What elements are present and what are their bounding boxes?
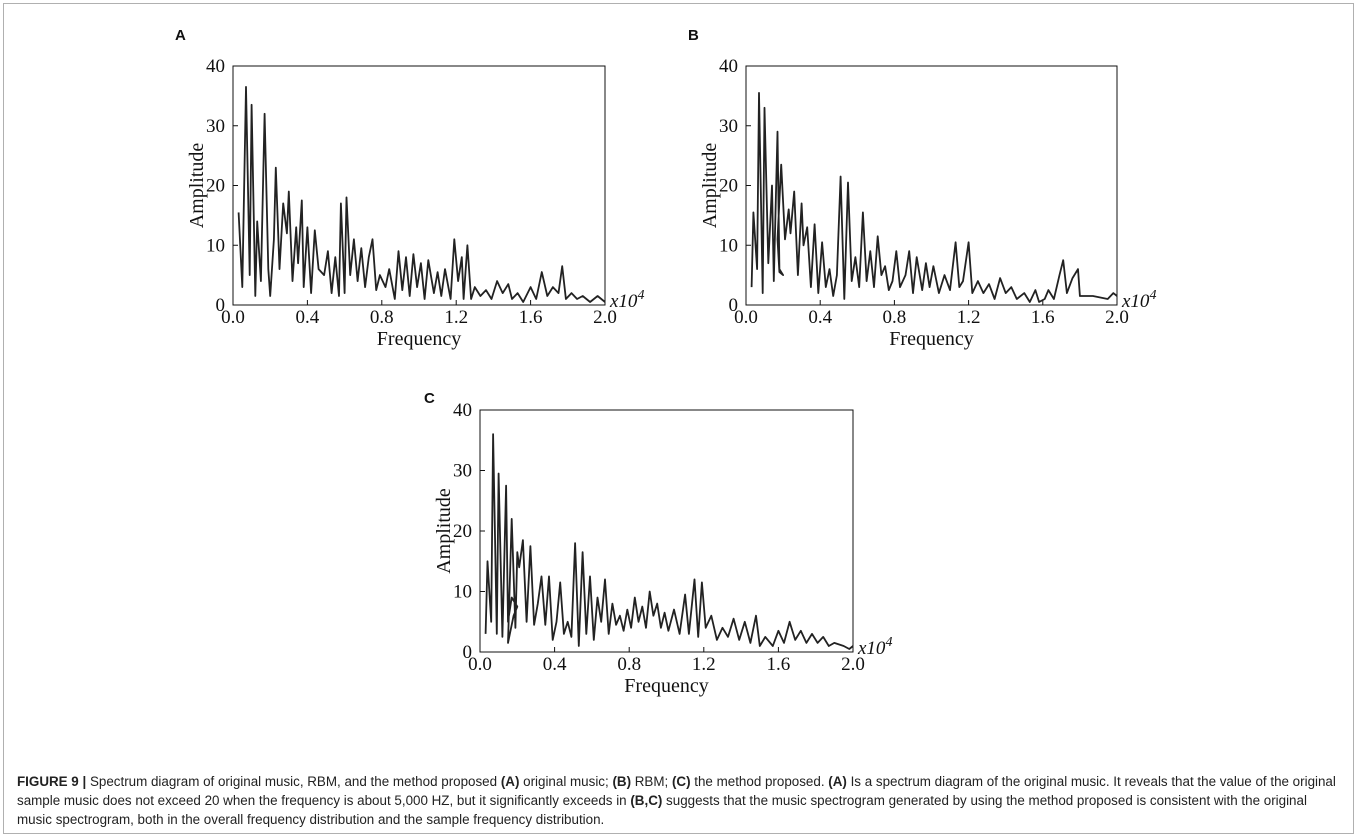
- caption-bold: (A): [500, 774, 520, 789]
- caption-text: the method proposed.: [690, 774, 829, 789]
- panel-label: C: [424, 390, 435, 407]
- caption-bold: (B,C): [630, 793, 663, 808]
- x-multiplier-exponent: 4: [637, 288, 644, 303]
- x-tick-label: 0.4: [296, 307, 320, 328]
- caption: FIGURE 9 | Spectrum diagram of original …: [17, 772, 1342, 829]
- x-multiplier: x104: [857, 635, 892, 659]
- x-multiplier-base: x10: [609, 291, 638, 312]
- spectrum-line: [484, 433, 854, 650]
- y-tick-label: 10: [206, 235, 225, 256]
- y-tick-label: 20: [719, 176, 738, 197]
- y-tick-label: 30: [453, 461, 472, 482]
- spectrum-line: [750, 92, 1118, 303]
- x-multiplier-exponent: 4: [885, 635, 892, 650]
- caption-bold: (B): [612, 774, 632, 789]
- panel-label: B: [688, 27, 699, 44]
- y-tick-label: 10: [453, 582, 472, 603]
- x-tick-label: 0.8: [617, 654, 641, 675]
- caption-text: suggests that the music spectrogram gene…: [17, 793, 1307, 827]
- x-tick-label: 0.0: [734, 307, 758, 328]
- x-tick-label: 0.8: [883, 307, 907, 328]
- y-tick-label: 20: [453, 521, 472, 542]
- spectrum-line: [237, 86, 606, 303]
- x-tick-label: 0.4: [808, 307, 832, 328]
- x-tick-label: 2.0: [841, 654, 865, 675]
- x-tick-label: 1.6: [519, 307, 543, 328]
- x-multiplier: x104: [609, 288, 644, 312]
- x-tick-label: 1.2: [692, 654, 716, 675]
- caption-text: Is a spectrum diagram of the original mu…: [17, 774, 1336, 808]
- caption-bold: FIGURE 9 |: [17, 774, 87, 789]
- plot-frame: [232, 65, 606, 306]
- caption-bold: (A): [828, 774, 847, 789]
- y-axis-label: Amplitude: [186, 143, 208, 229]
- caption-bold: (C): [671, 774, 691, 789]
- y-tick-label: 40: [453, 400, 472, 421]
- x-multiplier-base: x10: [857, 638, 886, 659]
- caption-text: Spectrum diagram of original music, RBM,…: [86, 774, 501, 789]
- x-tick-label: 2.0: [1105, 307, 1129, 328]
- y-axis-label: Amplitude: [433, 488, 455, 574]
- x-tick-label: 0.0: [221, 307, 245, 328]
- x-tick-label: 0.4: [543, 654, 567, 675]
- x-tick-label: 1.6: [1031, 307, 1055, 328]
- panel-label: A: [175, 27, 186, 44]
- y-tick-label: 20: [206, 176, 225, 197]
- y-tick-label: 0: [216, 295, 226, 316]
- x-tick-label: 1.2: [444, 307, 468, 328]
- x-tick-label: 1.6: [767, 654, 791, 675]
- x-axis-label: Frequency: [889, 328, 973, 350]
- y-tick-label: 10: [719, 235, 738, 256]
- caption-text: RBM;: [631, 774, 672, 789]
- y-tick-label: 40: [719, 56, 738, 77]
- x-tick-label: 0.0: [468, 654, 492, 675]
- x-axis-label: Frequency: [377, 328, 461, 350]
- y-tick-label: 0: [463, 642, 473, 663]
- x-multiplier-base: x10: [1121, 291, 1150, 312]
- x-tick-label: 0.8: [370, 307, 394, 328]
- x-multiplier-exponent: 4: [1149, 288, 1156, 303]
- figure-border: [3, 3, 1354, 834]
- x-axis-label: Frequency: [624, 675, 708, 697]
- y-tick-label: 0: [729, 295, 739, 316]
- y-tick-label: 30: [206, 116, 225, 137]
- y-tick-label: 30: [719, 116, 738, 137]
- x-tick-label: 1.2: [957, 307, 981, 328]
- caption-text: original music;: [519, 774, 613, 789]
- x-tick-label: 2.0: [593, 307, 617, 328]
- x-multiplier: x104: [1121, 288, 1156, 312]
- y-tick-label: 40: [206, 56, 225, 77]
- y-axis-label: Amplitude: [699, 143, 721, 229]
